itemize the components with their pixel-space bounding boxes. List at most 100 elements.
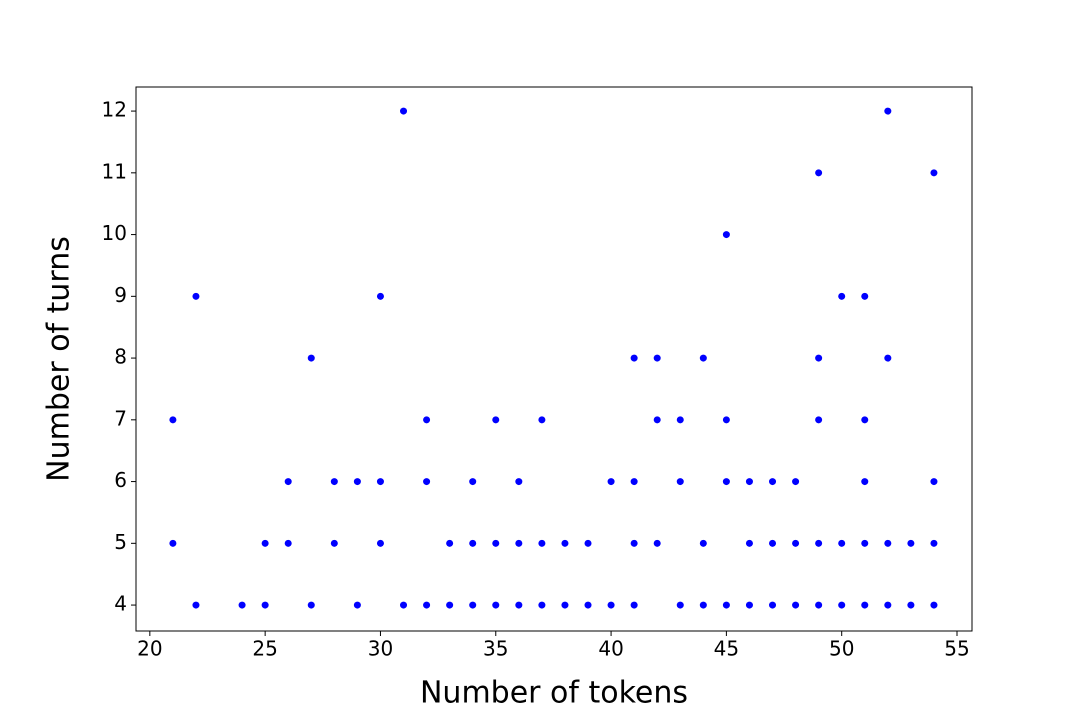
- point: [769, 478, 777, 486]
- point: [676, 416, 684, 424]
- point: [515, 539, 523, 547]
- point: [284, 539, 292, 547]
- y-tick-label: 10: [102, 221, 127, 245]
- point: [769, 539, 777, 547]
- point: [722, 478, 730, 486]
- point: [561, 539, 569, 547]
- point: [792, 601, 800, 609]
- x-tick-label: 35: [483, 637, 508, 661]
- point: [838, 601, 846, 609]
- point: [492, 539, 500, 547]
- point: [423, 601, 431, 609]
- point: [815, 416, 823, 424]
- point: [446, 601, 454, 609]
- point: [538, 539, 546, 547]
- point: [815, 539, 823, 547]
- point: [238, 601, 246, 609]
- point: [538, 601, 546, 609]
- point: [861, 416, 869, 424]
- point: [307, 601, 315, 609]
- point: [261, 601, 269, 609]
- point: [492, 601, 500, 609]
- point: [584, 539, 592, 547]
- point: [699, 601, 707, 609]
- x-tick-label: 40: [598, 637, 623, 661]
- point: [376, 539, 384, 547]
- x-tick-label: 25: [252, 637, 277, 661]
- y-tick-label: 12: [102, 98, 127, 122]
- point: [676, 601, 684, 609]
- point: [838, 539, 846, 547]
- point: [792, 539, 800, 547]
- point: [653, 416, 661, 424]
- point: [838, 292, 846, 300]
- point: [930, 601, 938, 609]
- point: [907, 601, 915, 609]
- point: [630, 478, 638, 486]
- point: [353, 601, 361, 609]
- point: [722, 601, 730, 609]
- point: [884, 354, 892, 362]
- point: [815, 169, 823, 177]
- point: [307, 354, 315, 362]
- point: [169, 416, 177, 424]
- point: [630, 601, 638, 609]
- point: [676, 478, 684, 486]
- point: [169, 539, 177, 547]
- y-tick-label: 9: [114, 283, 127, 307]
- point: [884, 107, 892, 115]
- point: [722, 416, 730, 424]
- point: [884, 601, 892, 609]
- point: [515, 478, 523, 486]
- point: [469, 601, 477, 609]
- point: [515, 601, 523, 609]
- point: [192, 601, 200, 609]
- y-axis-label: Number of turns: [42, 236, 77, 482]
- point: [815, 601, 823, 609]
- point: [630, 539, 638, 547]
- point: [630, 354, 638, 362]
- point: [400, 107, 408, 115]
- y-tick-label: 5: [114, 530, 127, 554]
- point: [538, 416, 546, 424]
- x-tick-label: 30: [368, 637, 393, 661]
- x-tick-label: 55: [944, 637, 969, 661]
- point: [353, 478, 361, 486]
- point: [469, 478, 477, 486]
- y-tick-label: 6: [114, 468, 127, 492]
- point: [561, 601, 569, 609]
- point: [492, 416, 500, 424]
- point: [284, 478, 292, 486]
- point: [607, 478, 615, 486]
- point: [192, 292, 200, 300]
- point: [584, 601, 592, 609]
- x-axis-label: Number of tokens: [420, 676, 688, 711]
- point: [815, 354, 823, 362]
- point: [699, 539, 707, 547]
- point: [722, 231, 730, 239]
- point: [930, 169, 938, 177]
- x-tick-label: 45: [714, 637, 739, 661]
- x-tick-label: 20: [137, 637, 162, 661]
- x-tick-label: 50: [829, 637, 854, 661]
- point: [469, 539, 477, 547]
- point: [861, 292, 869, 300]
- y-tick-label: 7: [114, 406, 127, 430]
- point: [930, 478, 938, 486]
- point: [607, 601, 615, 609]
- point: [330, 478, 338, 486]
- point: [400, 601, 408, 609]
- point: [861, 478, 869, 486]
- plot-frame: [135, 86, 973, 632]
- point: [423, 478, 431, 486]
- point: [653, 354, 661, 362]
- point: [653, 539, 661, 547]
- point: [423, 416, 431, 424]
- point: [792, 478, 800, 486]
- point: [376, 292, 384, 300]
- point: [261, 539, 269, 547]
- point: [861, 539, 869, 547]
- point: [861, 601, 869, 609]
- point: [745, 478, 753, 486]
